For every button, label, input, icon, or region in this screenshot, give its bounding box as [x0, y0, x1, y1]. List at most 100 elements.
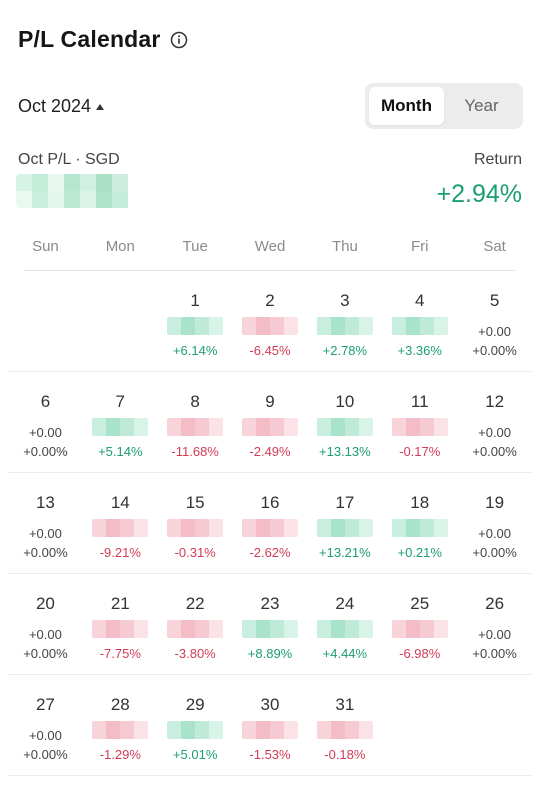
pnl-amount-hidden	[316, 317, 373, 335]
calendar-day-cell[interactable]: 17 +13.21%	[307, 473, 382, 573]
pnl-percent: +0.21%	[397, 545, 442, 560]
calendar-day-cell[interactable]: 9 -2.49%	[233, 372, 308, 472]
pnl-percent: -0.31%	[174, 545, 216, 560]
pnl-percent: -11.68%	[171, 444, 219, 459]
pnl-percent: -0.17%	[399, 444, 441, 459]
calendar-day-cell[interactable]: 13 +0.00 +0.00%	[8, 473, 83, 573]
pnl-percent: -0.18%	[324, 747, 366, 762]
pnl-amount-hidden	[391, 418, 448, 436]
pnl-amount-hidden	[391, 317, 448, 335]
info-icon[interactable]	[170, 31, 188, 49]
calendar-day-cell[interactable]: 18 +0.21%	[382, 473, 457, 573]
day-number: 17	[335, 493, 355, 512]
day-number: 1	[190, 291, 200, 310]
day-number: 5	[489, 291, 500, 310]
pnl-percent: +0.00%	[23, 646, 68, 661]
calendar-day-cell[interactable]: 7 +5.14%	[83, 372, 158, 472]
day-number: 18	[410, 493, 430, 512]
weekday-label: Mon	[105, 238, 135, 255]
calendar-day-cell[interactable]: 2 -6.45%	[233, 271, 308, 371]
pnl-amount-hidden	[167, 620, 224, 638]
calendar-day-cell[interactable]: 25 -6.98%	[382, 574, 457, 674]
pnl-percent: -1.29%	[99, 747, 141, 762]
pnl-percent: +8.89%	[247, 646, 293, 661]
pnl-percent: +0.00%	[472, 545, 517, 560]
pl-value-hidden	[16, 174, 140, 208]
day-number: 26	[485, 594, 505, 613]
day-number: 7	[115, 392, 126, 411]
pnl-amount-hidden	[316, 721, 373, 739]
pnl-percent: +13.21%	[319, 545, 371, 560]
pnl-amount-hidden	[92, 519, 149, 537]
day-number: 25	[410, 594, 430, 613]
day-number: 15	[185, 493, 205, 512]
pnl-amount-hidden	[167, 317, 224, 335]
month-selector[interactable]: Oct 2024	[18, 96, 105, 117]
pnl-percent: +0.00%	[472, 444, 517, 459]
tab-year[interactable]: Year	[464, 96, 499, 115]
pnl-percent: -6.45%	[249, 343, 291, 358]
calendar-day-cell[interactable]: 1 +6.14%	[158, 271, 233, 371]
pnl-percent: +0.00%	[472, 646, 517, 661]
calendar-day-cell[interactable]: 8 -11.68%	[158, 372, 233, 472]
calendar-day-cell[interactable]: 23 +8.89%	[233, 574, 308, 674]
calendar-empty-cell	[83, 271, 158, 371]
pnl-percent: +13.13%	[319, 444, 371, 459]
pnl-amount-hidden	[92, 620, 149, 638]
day-number: 14	[110, 493, 130, 512]
pnl-amount-hidden	[316, 519, 373, 537]
calendar-day-cell[interactable]: 20 +0.00 +0.00%	[8, 574, 83, 674]
calendar-day-cell[interactable]: 27 +0.00 +0.00%	[8, 675, 83, 775]
weekday-label: Tue	[182, 238, 208, 255]
pnl-amount: +0.00	[28, 425, 62, 440]
calendar-day-cell[interactable]: 11 -0.17%	[382, 372, 457, 472]
pnl-amount: +0.00	[28, 728, 62, 743]
calendar-day-cell[interactable]: 6 +0.00 +0.00%	[8, 372, 83, 472]
view-toggle: Month Year	[365, 83, 523, 129]
calendar-day-cell[interactable]: 19 +0.00 +0.00%	[457, 473, 532, 573]
calendar-day-cell[interactable]: 31 -0.18%	[307, 675, 382, 775]
day-number: 27	[35, 695, 55, 714]
weekday-label: Fri	[410, 238, 429, 255]
pnl-percent: +0.00%	[23, 545, 68, 560]
pnl-amount-hidden	[391, 620, 448, 638]
calendar-empty-cell	[8, 271, 83, 371]
weekday-label: Thu	[331, 238, 358, 255]
pnl-amount-hidden	[242, 620, 298, 638]
day-number: 21	[110, 594, 130, 613]
calendar-day-cell[interactable]: 4 +3.36%	[382, 271, 457, 371]
calendar-day-cell[interactable]: 10 +13.13%	[307, 372, 382, 472]
tab-month[interactable]: Month	[369, 87, 444, 125]
pnl-amount-hidden	[167, 418, 224, 436]
calendar-day-cell[interactable]: 24 +4.44%	[307, 574, 382, 674]
pnl-percent: +0.00%	[23, 444, 68, 459]
day-number: 8	[190, 392, 200, 411]
day-number: 30	[260, 695, 280, 714]
calendar-day-cell[interactable]: 28 -1.29%	[83, 675, 158, 775]
calendar-day-cell[interactable]: 21 -7.75%	[83, 574, 158, 674]
day-number: 20	[35, 594, 55, 613]
calendar-day-cell[interactable]: 16 -2.62%	[233, 473, 308, 573]
pnl-amount-hidden	[242, 519, 298, 537]
pnl-percent: +0.00%	[23, 747, 68, 762]
calendar-day-cell[interactable]: 30 -1.53%	[233, 675, 308, 775]
calendar-day-cell[interactable]: 15 -0.31%	[158, 473, 233, 573]
day-number: 11	[410, 392, 429, 411]
pnl-percent: -1.53%	[249, 747, 291, 762]
pnl-percent: -3.80%	[174, 646, 216, 661]
day-number: 31	[335, 695, 355, 714]
pnl-amount-hidden	[242, 317, 298, 335]
day-number: 4	[414, 291, 425, 310]
pnl-amount-hidden	[391, 519, 448, 537]
weekday-label: Wed	[254, 238, 286, 255]
calendar-day-cell[interactable]: 12 +0.00 +0.00%	[457, 372, 532, 472]
calendar-day-cell[interactable]: 3 +2.78%	[307, 271, 382, 371]
calendar-day-cell[interactable]: 14 -9.21%	[83, 473, 158, 573]
calendar-day-cell[interactable]: 5 +0.00 +0.00%	[457, 271, 532, 371]
calendar-day-cell[interactable]: 26 +0.00 +0.00%	[457, 574, 532, 674]
pnl-amount-hidden	[242, 721, 298, 739]
calendar-week-row: 1 +6.14% 2 -6.45% 3 +2.78% 4 +3.36% 5 +0.00 +0.00%	[8, 271, 532, 372]
calendar-day-cell[interactable]: 22 -3.80%	[158, 574, 233, 674]
calendar-week-row: 6 +0.00 +0.00% 7 +5.14% 8 -11.68% 9 -2.49% 10 +13.…	[8, 372, 532, 473]
calendar-day-cell[interactable]: 29 +5.01%	[158, 675, 233, 775]
